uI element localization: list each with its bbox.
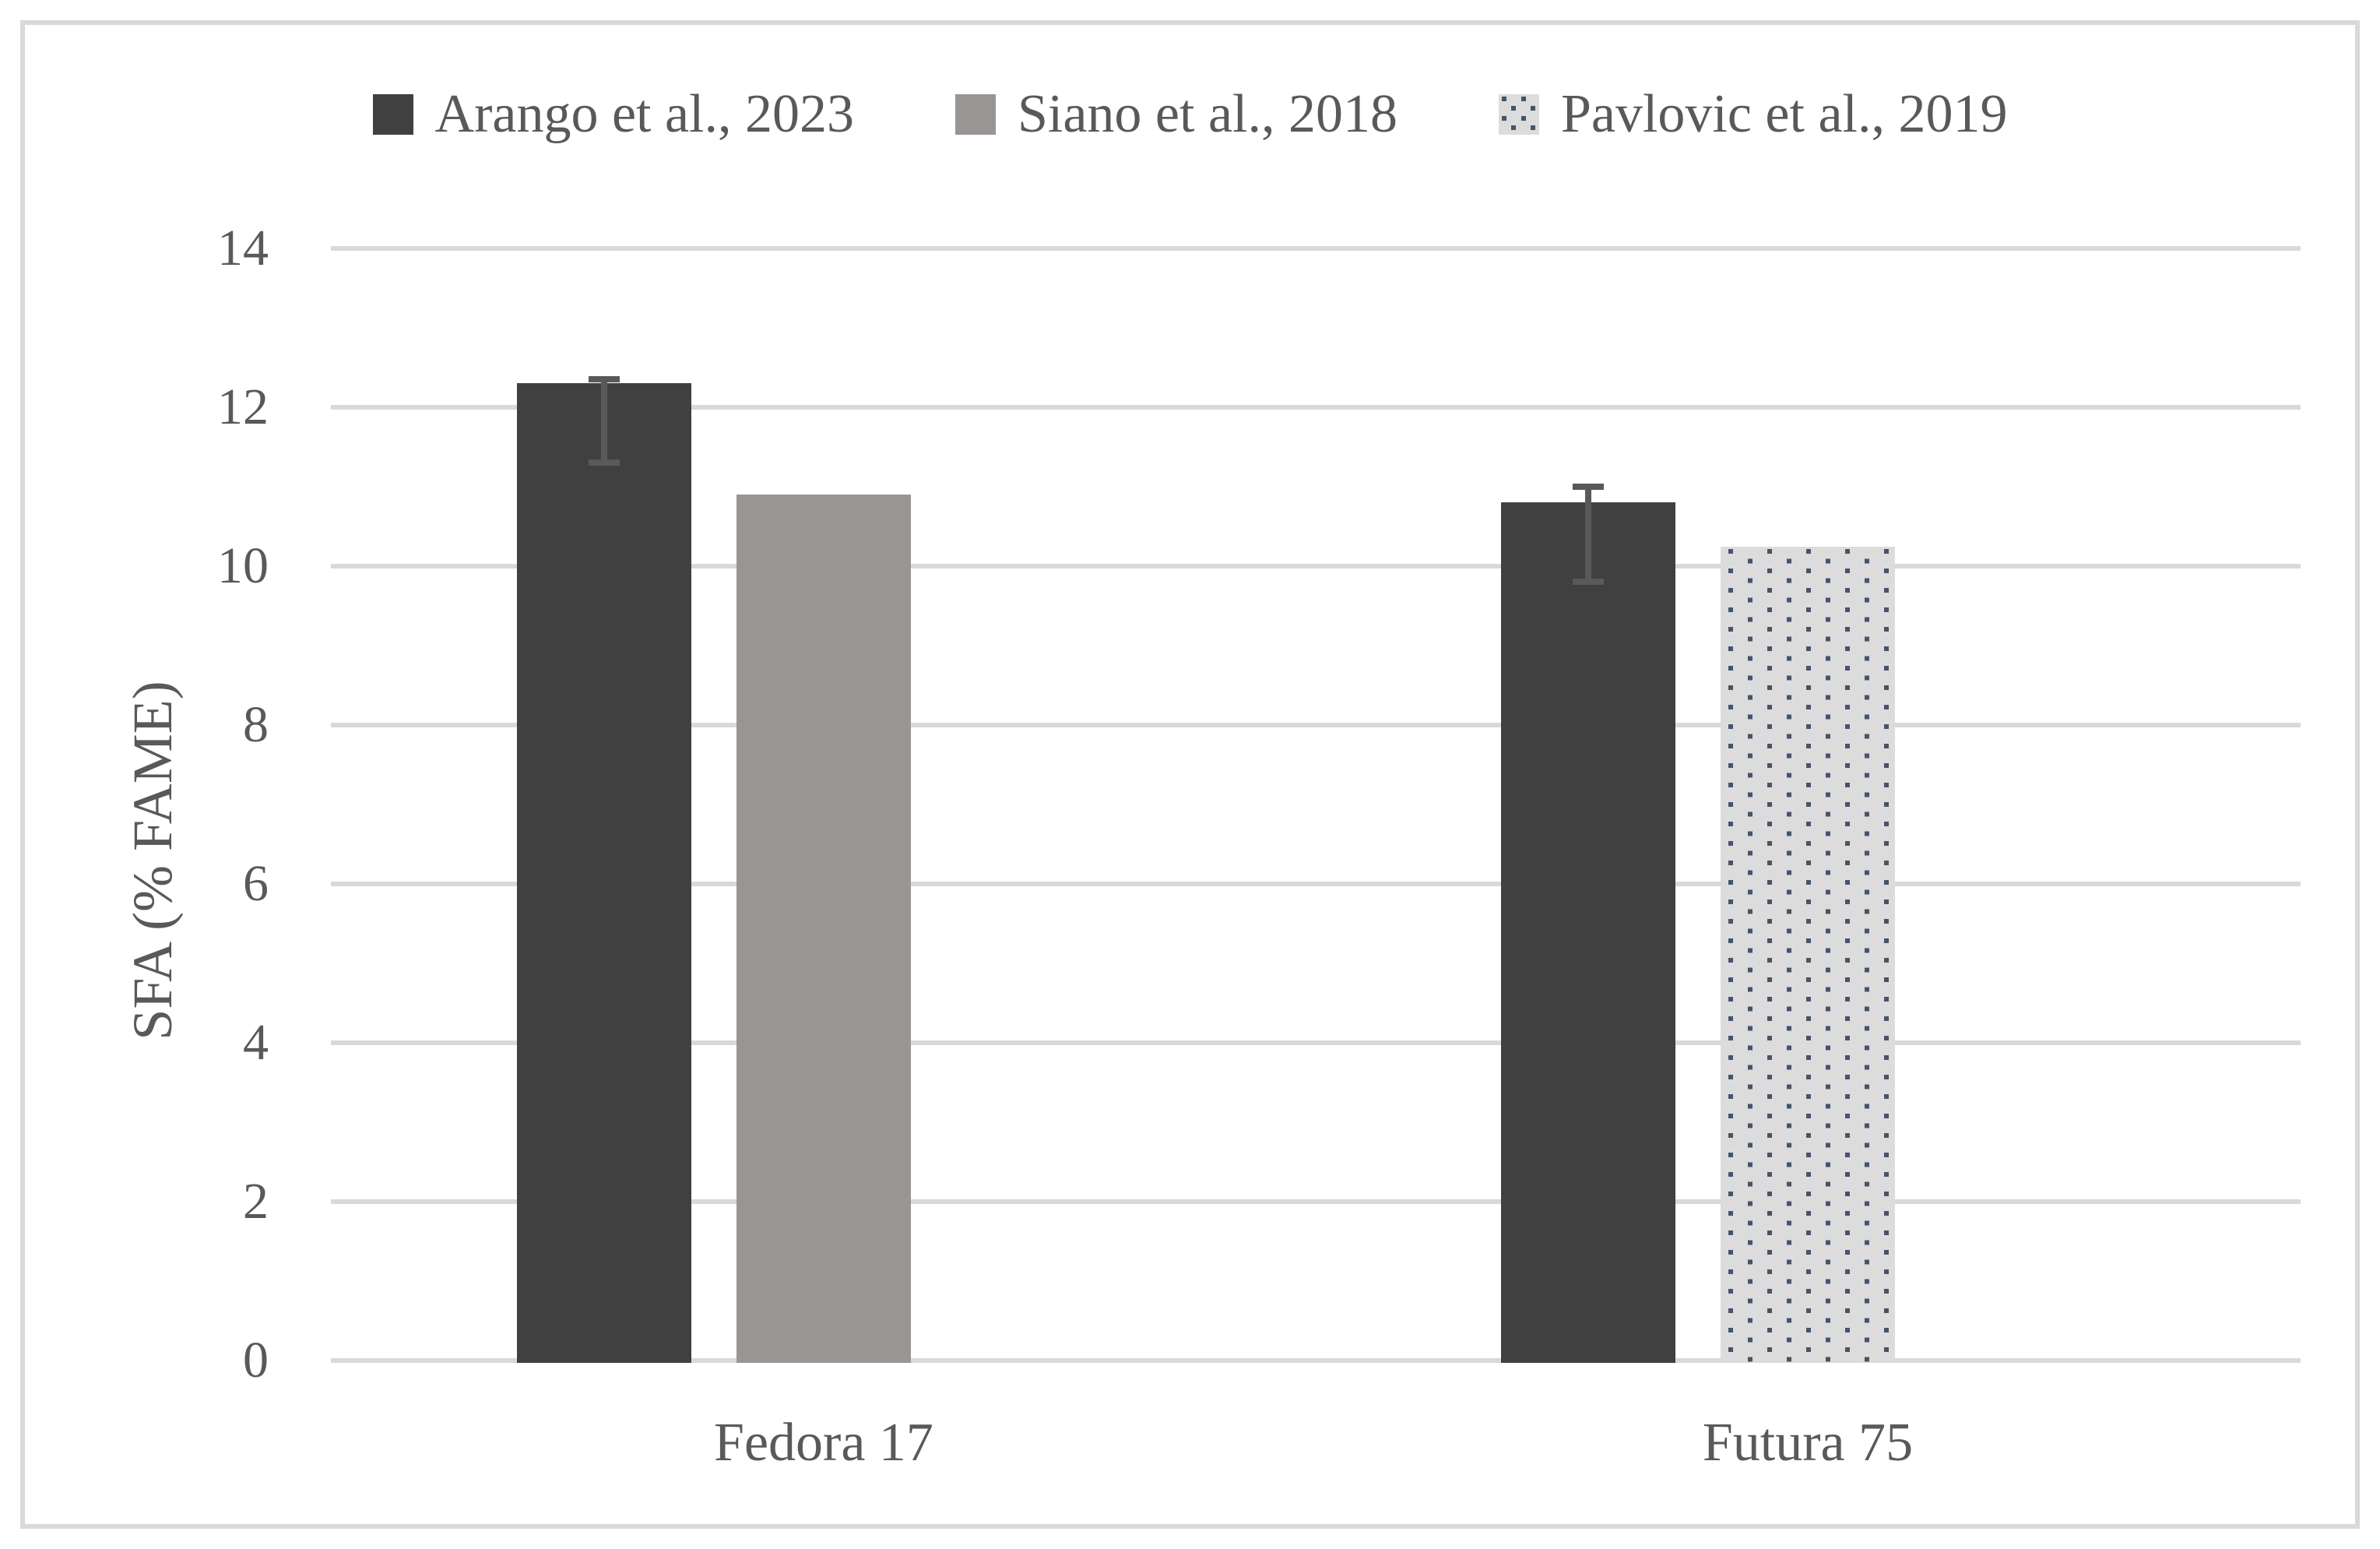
gridline-y-14 xyxy=(331,246,2301,251)
legend-key-solid-dark-swatch xyxy=(372,94,413,135)
y-tick-label-4: 4 xyxy=(243,1014,269,1071)
legend-key-solid-gray-swatch xyxy=(954,94,996,135)
error-bar-bottom-cap xyxy=(1573,579,1604,586)
error-bar-line xyxy=(601,376,607,466)
bar-arango-et-al-2023-futura-75 xyxy=(1501,502,1675,1363)
gridline-y-10 xyxy=(331,564,2301,569)
x-category-label-futura-75: Futura 75 xyxy=(1702,1413,1914,1473)
error-bar-arango-et-al-2023-futura-75 xyxy=(1573,484,1604,586)
legend-dotted-pattern xyxy=(1498,94,1539,135)
legend-label: Arango et al., 2023 xyxy=(434,84,854,144)
y-tick-label-14: 14 xyxy=(217,220,269,276)
figure-border xyxy=(20,20,2360,1529)
legend-label: Siano et al., 2018 xyxy=(1017,84,1397,144)
gridline-y-0 xyxy=(331,1358,2301,1363)
legend-item-pavlovic: Pavlovic et al., 2019 xyxy=(1498,84,2008,144)
chart-legend: Arango et al., 2023 Siano et al., 2018 P… xyxy=(0,87,2380,142)
gridline-y-4 xyxy=(331,1040,2301,1045)
dotted-pattern-fill xyxy=(1721,546,1895,1363)
gridline-y-12 xyxy=(331,405,2301,410)
y-tick-label-8: 8 xyxy=(243,696,269,753)
error-bar-bottom-cap xyxy=(589,459,620,466)
y-tick-label-12: 12 xyxy=(217,378,269,435)
error-bar-arango-et-al-2023-fedora-17 xyxy=(589,376,620,466)
legend-item-siano: Siano et al., 2018 xyxy=(954,84,1397,144)
y-tick-label-10: 10 xyxy=(217,537,269,594)
x-category-label-fedora-17: Fedora 17 xyxy=(714,1413,933,1473)
y-tick-label-0: 0 xyxy=(243,1332,269,1389)
legend-key-dotted-swatch xyxy=(1498,94,1539,135)
bar-siano-et-al-2018-fedora-17 xyxy=(736,495,911,1363)
gridline-y-6 xyxy=(331,882,2301,886)
legend-label: Pavlovic et al., 2019 xyxy=(1560,84,2008,144)
gridline-y-2 xyxy=(331,1199,2301,1204)
bar-pavlovic-et-al-2019-futura-75 xyxy=(1721,546,1895,1363)
y-tick-label-2: 2 xyxy=(243,1173,269,1230)
legend-item-arango: Arango et al., 2023 xyxy=(372,84,854,144)
error-bar-line xyxy=(1585,484,1591,586)
y-tick-label-6: 6 xyxy=(243,855,269,912)
gridline-y-8 xyxy=(331,723,2301,727)
bar-arango-et-al-2023-fedora-17 xyxy=(517,383,691,1363)
